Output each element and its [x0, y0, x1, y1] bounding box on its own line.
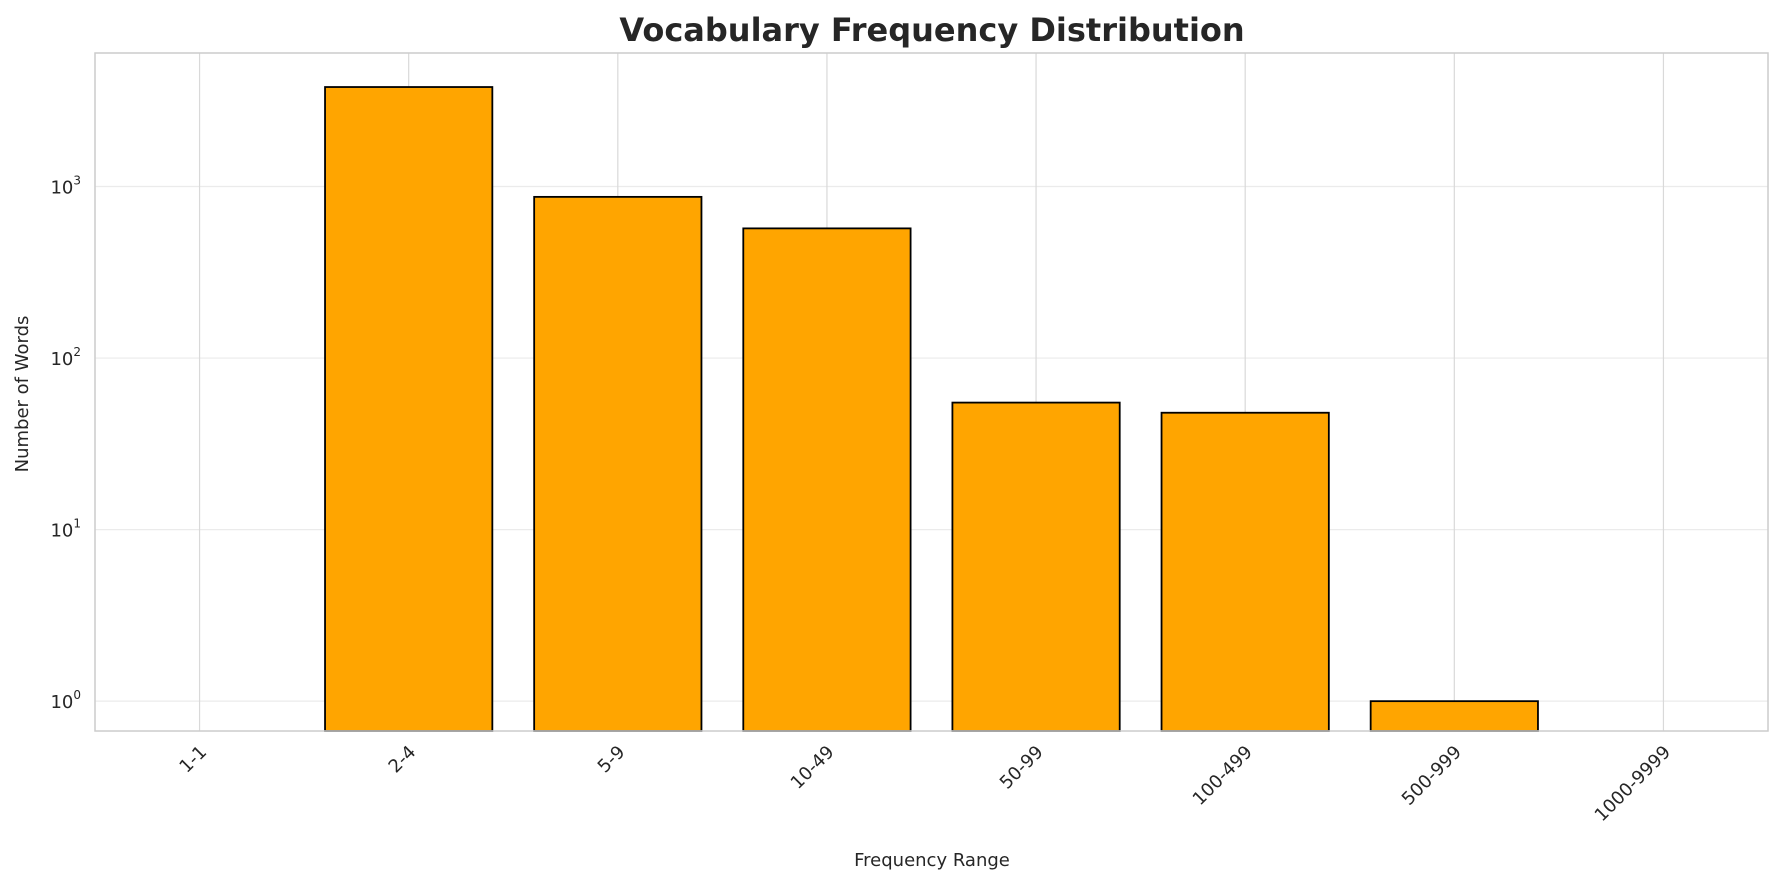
y-tick-exponent: 1	[73, 517, 81, 531]
y-tick-exponent: 0	[73, 688, 81, 702]
x-axis-label: Frequency Range	[854, 850, 1010, 871]
bar-2-4	[324, 86, 494, 732]
bar-100-499	[1160, 411, 1330, 732]
y-tick-exponent: 3	[73, 173, 81, 187]
y-tick-label: 101	[50, 517, 81, 542]
bar-5-9	[533, 195, 703, 732]
y-tick-base: 10	[50, 177, 73, 198]
y-tick-label: 103	[50, 173, 81, 198]
y-tick-base: 10	[50, 521, 73, 542]
y-tick-exponent: 2	[73, 345, 81, 359]
bar-10-49	[742, 227, 912, 732]
y-tick-base: 10	[50, 692, 73, 713]
y-tick-base: 10	[50, 349, 73, 370]
y-axis-label: Number of Words	[12, 316, 33, 473]
y-tick-label: 102	[50, 345, 81, 370]
bar-50-99	[951, 401, 1121, 732]
bars	[324, 86, 1539, 732]
chart-title: Vocabulary Frequency Distribution	[619, 11, 1244, 49]
plot-frame	[94, 52, 1769, 732]
bar-500-999	[1369, 700, 1539, 732]
y-tick-label: 100	[50, 688, 81, 713]
